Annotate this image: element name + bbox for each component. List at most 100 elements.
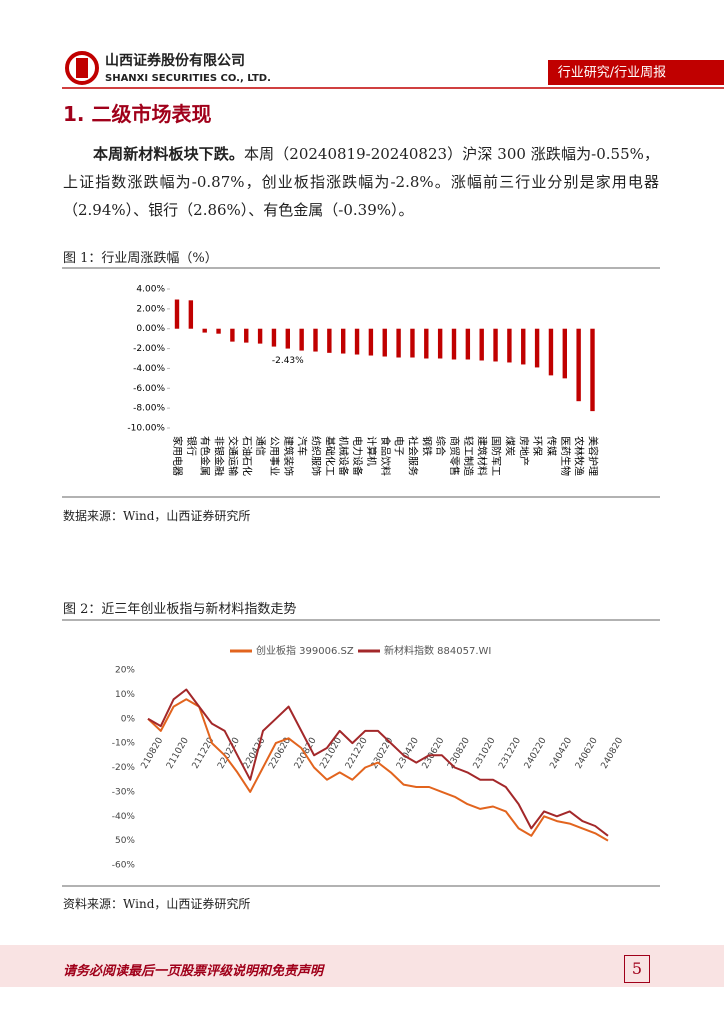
bar [424,328,429,359]
x-tick-label: 商贸零售 [448,436,461,476]
footer-band [0,945,724,987]
paragraph-text: 本周（20240819-20240823）沪深 300 涨跌幅为-0.55%，上… [63,145,659,219]
x-tick-label: 210820 [140,736,166,771]
x-tick-label: 通信 [254,436,266,456]
y-tick-label: 10% [115,690,135,700]
bar [521,328,526,365]
figure-caption: 图 2：近三年创业板指与新材料指数走势 [63,602,297,617]
x-tick-label: 农林牧渔 [573,436,586,476]
bar [341,328,346,354]
category-band [548,60,724,85]
bar [257,328,263,344]
logo-mark [76,58,88,78]
y-tick-label: -8.00% [133,404,165,414]
bar [354,328,360,355]
x-tick-label: 建筑材料 [476,436,489,476]
x-tick-label: 211020 [165,736,191,771]
bar [451,328,457,360]
bar [174,299,180,329]
x-tick-label: 交通运输 [226,436,239,476]
bar [313,328,318,352]
x-tick-label: 汽车 [296,436,309,456]
bar [244,328,249,343]
x-tick-label: 240220 [523,736,549,771]
bar [271,328,277,347]
x-tick-label: 231020 [472,736,498,771]
x-tick-label: 食品饮料 [379,436,392,476]
y-tick-label: 20% [115,666,135,676]
section-title: 1. 二级市场表现 [63,102,212,126]
x-tick-label: 环保 [531,436,544,456]
x-tick-label: 有色金属 [199,436,212,476]
x-tick-label: 机械设备 [337,436,350,476]
company-name-en: SHANXI SECURITIES CO., LTD. [105,73,271,84]
company-name: 山西证券股份有限公司 [105,52,245,69]
y-tick-label: -6.00% [133,384,165,394]
bar [216,328,221,334]
x-tick-label: 建筑装饰 [282,436,295,476]
bar [562,328,567,379]
bar [396,328,401,358]
x-tick-label: 煤炭 [503,436,516,456]
series-line [147,688,609,837]
x-tick-label: 240420 [548,736,574,771]
y-tick-label: -30% [112,787,136,797]
bar [590,328,595,412]
x-tick-label: 综合 [434,436,447,456]
bar [202,328,207,333]
x-tick-label: 国防军工 [490,436,503,476]
bar [534,328,540,368]
y-tick-label: 0.00% [136,324,165,334]
x-tick-label: 纺织服饰 [310,436,323,476]
x-tick-label: 计算机 [365,436,378,466]
x-tick-label: 基础化工 [323,436,336,476]
y-tick-label: -4.00% [133,364,165,374]
bar [299,328,304,351]
x-tick-label: 美容护理 [587,436,600,476]
figure-caption: 图 1：行业周涨跌幅（%） [63,251,218,266]
y-tick-label: 0% [121,714,136,724]
y-tick-label: 50% [115,836,135,846]
x-tick-label: 房地产 [517,436,530,466]
page-number: 5 [624,955,650,983]
x-tick-label: 非银金融 [213,436,226,476]
x-tick-label: 传媒 [545,436,557,456]
category: 行业研究/行业周报 [558,66,666,81]
x-tick-label: 211220 [191,736,217,771]
x-tick-label: 电子 [393,436,406,456]
x-tick-label: 230420 [395,736,421,771]
x-tick-label: 石油石化 [240,436,253,476]
y-tick-label: -2.00% [133,344,165,354]
x-tick-label: 231220 [497,736,523,771]
x-tick-label: 221220 [344,736,370,771]
bar-chart: 4.00% 2.00% 0.00% -2.00% -4.00% -6.00% -8.00% -… [62,267,660,498]
figure-source: 数据来源：Wind，山西证券研究所 [63,509,251,523]
bar [465,328,471,360]
x-tick-label: 医药生物 [559,436,572,476]
bar [548,328,554,376]
line-chart: 20%10%0%-10%-20%-30%-40%50%-60%210820 211… [62,619,660,887]
paragraph-lead: 本周新材料板块下跌。 [93,145,244,163]
y-tick-label: -40% [112,812,136,822]
bar [327,328,332,353]
legend-label: 新材料指数 884057.WI [384,644,491,657]
bar [230,328,235,342]
bar [188,300,194,329]
y-tick-label: -10% [112,739,136,749]
x-tick-label: 240620 [574,736,600,771]
bar [382,328,387,357]
y-tick-label: -10.00% [127,424,165,434]
disclaimer: 请务必阅读最后一页股票评级说明和免责声明 [63,964,324,979]
bar [285,328,290,349]
x-tick-label: 230820 [446,736,472,771]
x-tick-label: 轻工制造 [462,436,475,476]
figure-source: 资料来源：Wind，山西证券研究所 [63,897,251,911]
bar [507,328,512,363]
x-tick-label: 社会服务 [406,436,419,476]
bar [437,328,443,359]
x-tick-label: 银行 [185,436,198,456]
x-tick-label: 240820 [600,736,626,771]
y-tick-label: -60% [112,861,136,871]
bar [368,328,374,356]
